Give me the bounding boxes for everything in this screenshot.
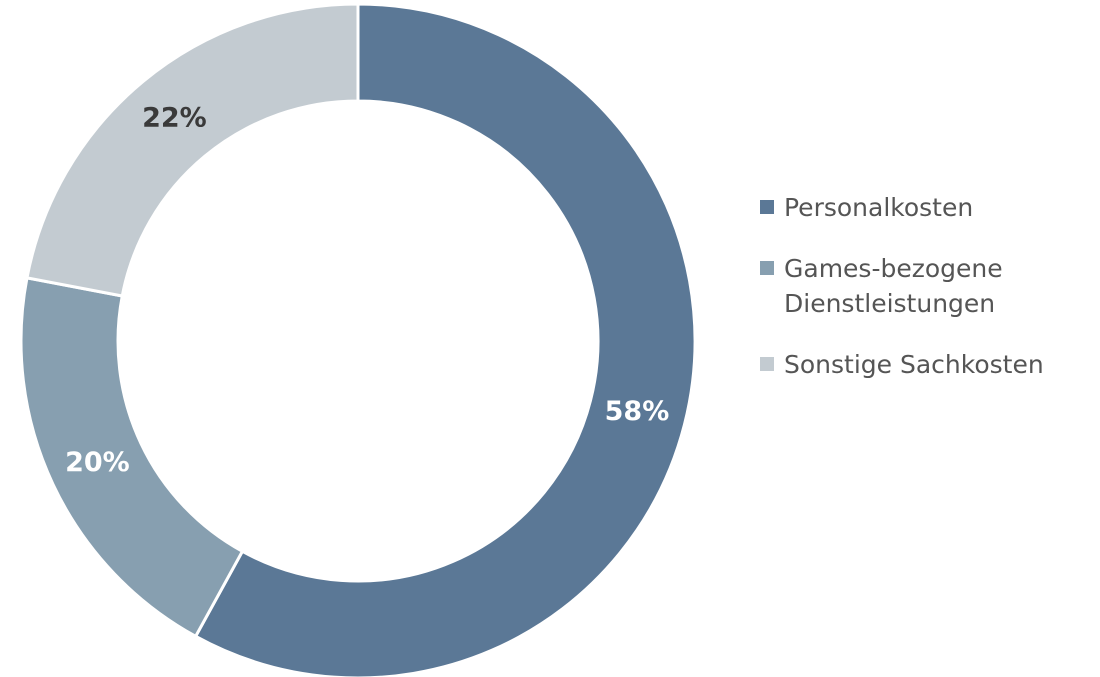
donut-slice — [193, 2, 697, 677]
legend-swatch — [760, 200, 774, 214]
value-label: 22% — [142, 103, 207, 134]
value-label: 58% — [605, 396, 670, 427]
legend-label: Games-bezogene Dienstleistungen — [784, 254, 1003, 318]
chart: 58% 20% 22% — [19, 2, 697, 677]
legend-item: Games-bezogene Dienstleistungen — [760, 251, 1090, 321]
legend-label: Sonstige Sachkosten — [784, 350, 1044, 379]
legend-item: Sonstige Sachkosten — [760, 347, 1090, 382]
donut-slice — [25, 2, 360, 298]
legend-item: Personalkosten — [760, 190, 1090, 225]
legend-swatch — [760, 357, 774, 371]
legend-label: Personalkosten — [784, 193, 974, 222]
value-label: 20% — [65, 447, 130, 478]
legend-swatch — [760, 261, 774, 275]
donut-slice — [19, 276, 245, 639]
legend: Personalkosten Games-bezogene Dienstleist… — [760, 190, 1090, 408]
